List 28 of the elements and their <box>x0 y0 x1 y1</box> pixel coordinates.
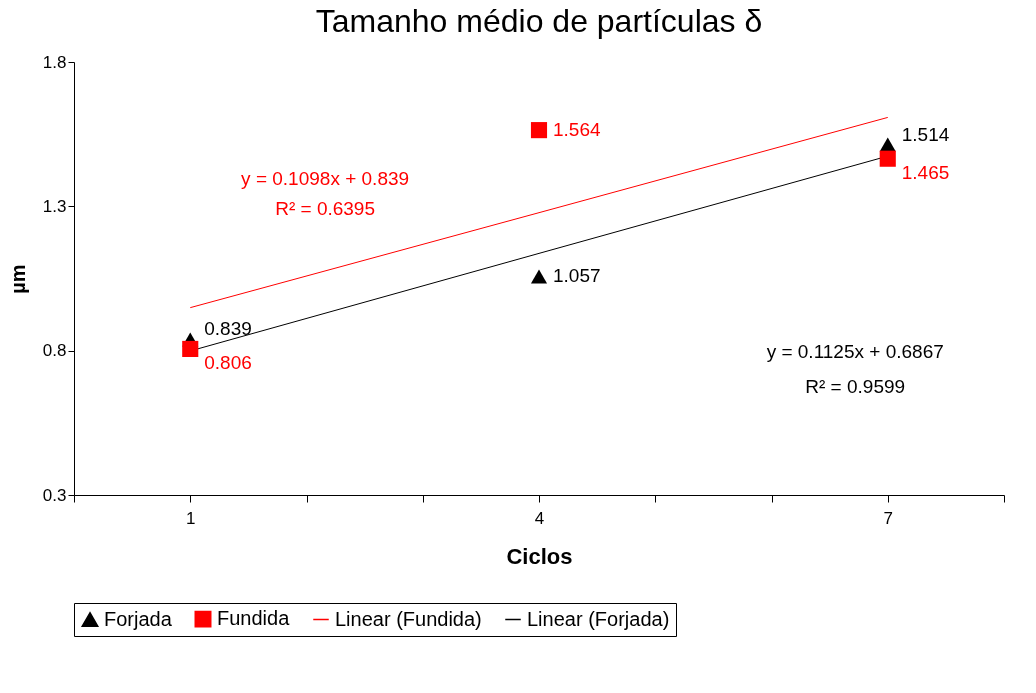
y-tick-label: 1.8 <box>42 52 67 72</box>
y-axis-title: µm <box>6 264 29 294</box>
x-tick-label: 4 <box>534 508 545 528</box>
data-label: 1.057 <box>553 265 601 287</box>
point <box>879 150 896 167</box>
y-tick-label: 0.8 <box>42 341 67 361</box>
annotation: R² = 0.6395 <box>275 198 376 220</box>
x-tick-label: 1 <box>186 508 196 528</box>
point <box>530 122 548 139</box>
legend-label: Fundida <box>217 607 291 630</box>
x-axis-title: Ciclos <box>506 543 573 569</box>
x-tick-label: 7 <box>883 508 893 528</box>
data-label: 1.564 <box>553 119 601 141</box>
annotation: y = 0.1098x + 0.839 <box>241 167 410 189</box>
data-label: 1.465 <box>901 161 950 183</box>
point <box>530 269 548 284</box>
annotation: R² = 0.9599 <box>805 375 906 397</box>
legend-label: Linear (Fundida) <box>335 607 482 630</box>
data-label: 0.839 <box>204 318 252 340</box>
legend-label: Linear (Forjada) <box>527 607 670 630</box>
chart-title: Tamanho médio de partículas δ <box>315 3 763 39</box>
y-tick-label: 1.3 <box>42 196 67 216</box>
annotation: y = 0.1125x + 0.6867 <box>766 341 944 363</box>
legend-label: Forjada <box>104 607 173 630</box>
y-tick-label: 0.3 <box>42 485 67 505</box>
data-label: 1.514 <box>901 123 950 145</box>
point <box>182 340 199 357</box>
data-label: 0.806 <box>204 351 252 373</box>
